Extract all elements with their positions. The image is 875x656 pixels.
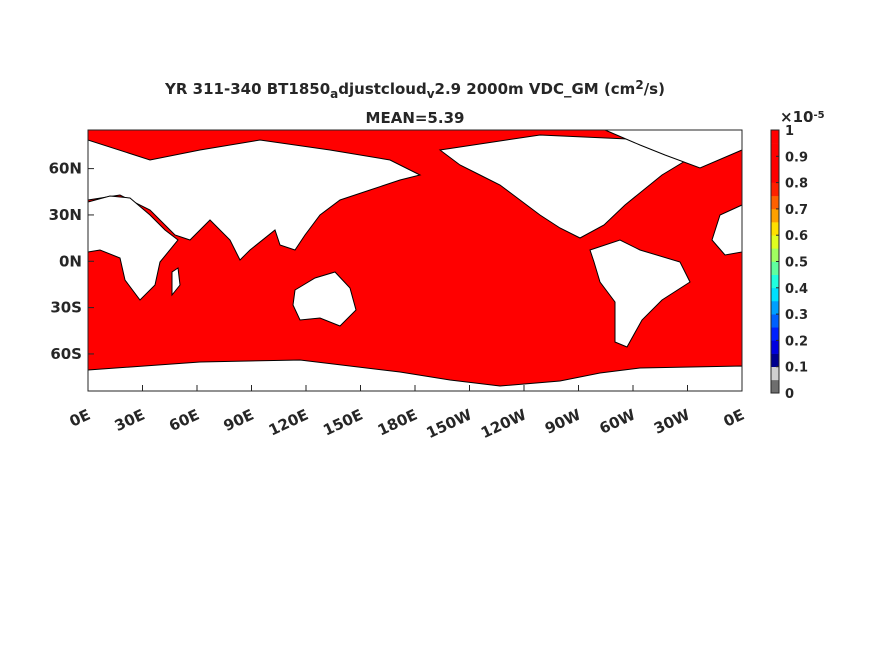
title-part: a xyxy=(330,87,338,101)
australia xyxy=(292,271,357,327)
colorbar-segment xyxy=(771,182,779,197)
colorbar-tick-label: 0.7 xyxy=(785,203,808,218)
colorbar-segment xyxy=(771,222,779,236)
colorbar-segment xyxy=(771,314,779,328)
x-tick-label: 120E xyxy=(266,406,311,440)
x-tick-label: 180E xyxy=(375,406,420,440)
colorbar-tick-label: 0.1 xyxy=(785,361,808,376)
multiplier-base: ×10 xyxy=(780,108,813,126)
colorbar-tick-label: 0.5 xyxy=(785,256,808,271)
colorbar-segment xyxy=(771,235,779,249)
subtitle: MEAN=5.39 xyxy=(366,109,465,127)
colorbar-segment xyxy=(771,248,779,262)
x-tick-label: 0E xyxy=(67,406,93,431)
colorbar-segment xyxy=(771,366,779,381)
x-tick-label: 60E xyxy=(166,406,202,435)
map: 0E 30E 60E 90E 120E 150E 180E 150W 120W 90W 60W 30W… xyxy=(49,129,747,442)
x-tick-label: 30W xyxy=(651,405,693,437)
colorbar-segment xyxy=(771,169,779,183)
colorbar-segment xyxy=(771,195,779,210)
colorbar-segment xyxy=(771,379,779,394)
colorbar-segment xyxy=(771,353,779,367)
colorbar-tick-label: 1 xyxy=(785,124,794,139)
south-america xyxy=(589,239,691,348)
madagascar xyxy=(171,267,181,297)
x-tick-label: 30E xyxy=(112,406,148,435)
x-tick-label: 60W xyxy=(597,405,639,437)
title-part: 2.9 2000m VDC_GM (cm xyxy=(435,80,636,98)
colorbar-tick-label: 0 xyxy=(785,387,794,402)
colorbar-segment xyxy=(771,261,779,275)
colorbar-segment xyxy=(771,327,779,341)
africa xyxy=(87,195,179,301)
colorbar-segment xyxy=(771,274,779,289)
x-tick-label: 120W xyxy=(478,405,529,442)
title-part: 2 xyxy=(635,78,643,92)
colorbar-segment xyxy=(771,130,779,144)
x-tick-label: 150W xyxy=(424,405,475,442)
colorbar-tick-label: 0.8 xyxy=(785,177,808,192)
y-tick-label: 60N xyxy=(49,160,82,178)
x-tick-label: 90E xyxy=(221,406,257,435)
y-tick-label: 30N xyxy=(49,206,82,224)
colorbar-segment xyxy=(771,287,779,302)
colorbar-tick-label: 0.2 xyxy=(785,334,808,349)
colorbar-multiplier: ×10-5 xyxy=(780,108,825,126)
title-part: /s) xyxy=(644,80,665,98)
colorbar-tick-label: 0.9 xyxy=(785,150,808,165)
colorbar-segment xyxy=(771,143,779,157)
y-tick-label: 60S xyxy=(50,345,82,363)
colorbar-segment xyxy=(771,340,779,354)
x-tick-label: 0E xyxy=(721,406,747,431)
multiplier-exp: -5 xyxy=(813,110,824,121)
eurasia xyxy=(87,139,422,261)
y-tick-label: 0N xyxy=(59,252,82,270)
title-part: v xyxy=(427,87,435,101)
colorbar-segment xyxy=(771,156,779,170)
x-tick-label: 150E xyxy=(320,406,365,440)
y-tick-label: 30S xyxy=(50,299,82,317)
colorbar-tick-label: 0.6 xyxy=(785,229,808,244)
colorbar-tick-label: 0.4 xyxy=(785,282,808,297)
colorbar: 0 0.1 0.2 0.3 0.4 0.5 0.6 0.7 0.8 0.9 1×10-5 xyxy=(770,108,825,402)
title: YR 311-340 BT1850adjustcloudv2.9 2000m V… xyxy=(164,78,665,100)
colorbar-tick-label: 0.3 xyxy=(785,308,808,323)
colorbar-segment xyxy=(771,208,779,223)
x-tick-label: 90W xyxy=(542,405,584,437)
title-part: djustcloud xyxy=(338,80,426,98)
title-part: YR 311-340 BT1850 xyxy=(164,80,330,98)
colorbar-segment xyxy=(771,300,779,315)
